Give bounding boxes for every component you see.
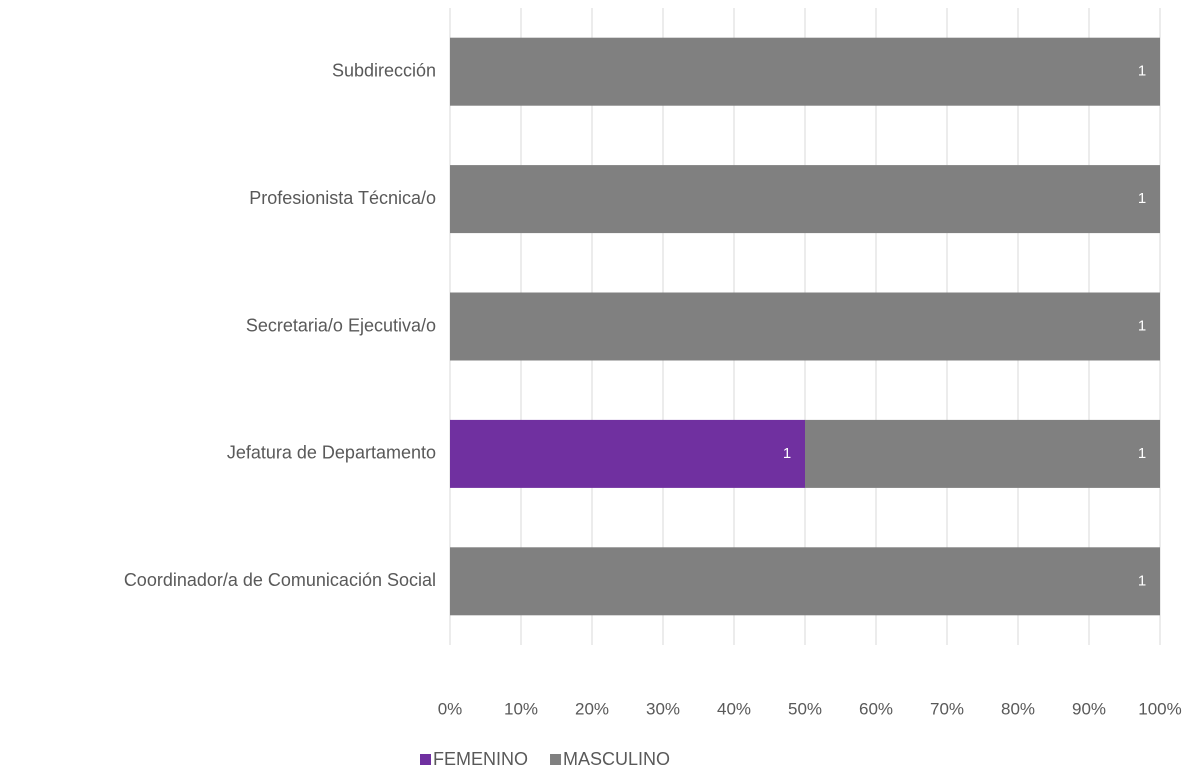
bar [450,165,1160,234]
y-tick-label: Subdirección [332,60,436,80]
data-label: 1 [783,445,791,462]
bar [450,292,1160,361]
legend-label: FEMENINO [433,749,528,769]
y-tick-label: Secretaria/o Ejecutiva/o [246,315,436,335]
y-tick-label: Jefatura de Departamento [227,443,436,463]
bar [450,419,805,488]
legend-label: MASCULINO [563,749,670,769]
data-label: 1 [1138,317,1146,334]
y-tick-label: Profesionista Técnica/o [249,188,436,208]
x-tick-label: 0% [438,699,463,718]
x-tick-label: 40% [717,699,751,718]
x-tick-label: 20% [575,699,609,718]
legend-swatch [420,754,431,765]
bar [450,547,1160,616]
x-tick-label: 70% [930,699,964,718]
x-tick-label: 30% [646,699,680,718]
data-label: 1 [1138,190,1146,207]
x-tick-label: 80% [1001,699,1035,718]
x-tick-label: 60% [859,699,893,718]
x-tick-label: 90% [1072,699,1106,718]
y-tick-label: Coordinador/a de Comunicación Social [124,570,436,590]
legend-swatch [550,754,562,765]
data-label: 1 [1138,572,1146,589]
x-tick-label: 100% [1138,699,1181,718]
x-tick-label: 10% [504,699,538,718]
data-label: 1 [1138,445,1146,462]
bar [805,419,1160,488]
data-label: 1 [1138,63,1146,80]
bar [450,37,1160,106]
x-tick-label: 50% [788,699,822,718]
